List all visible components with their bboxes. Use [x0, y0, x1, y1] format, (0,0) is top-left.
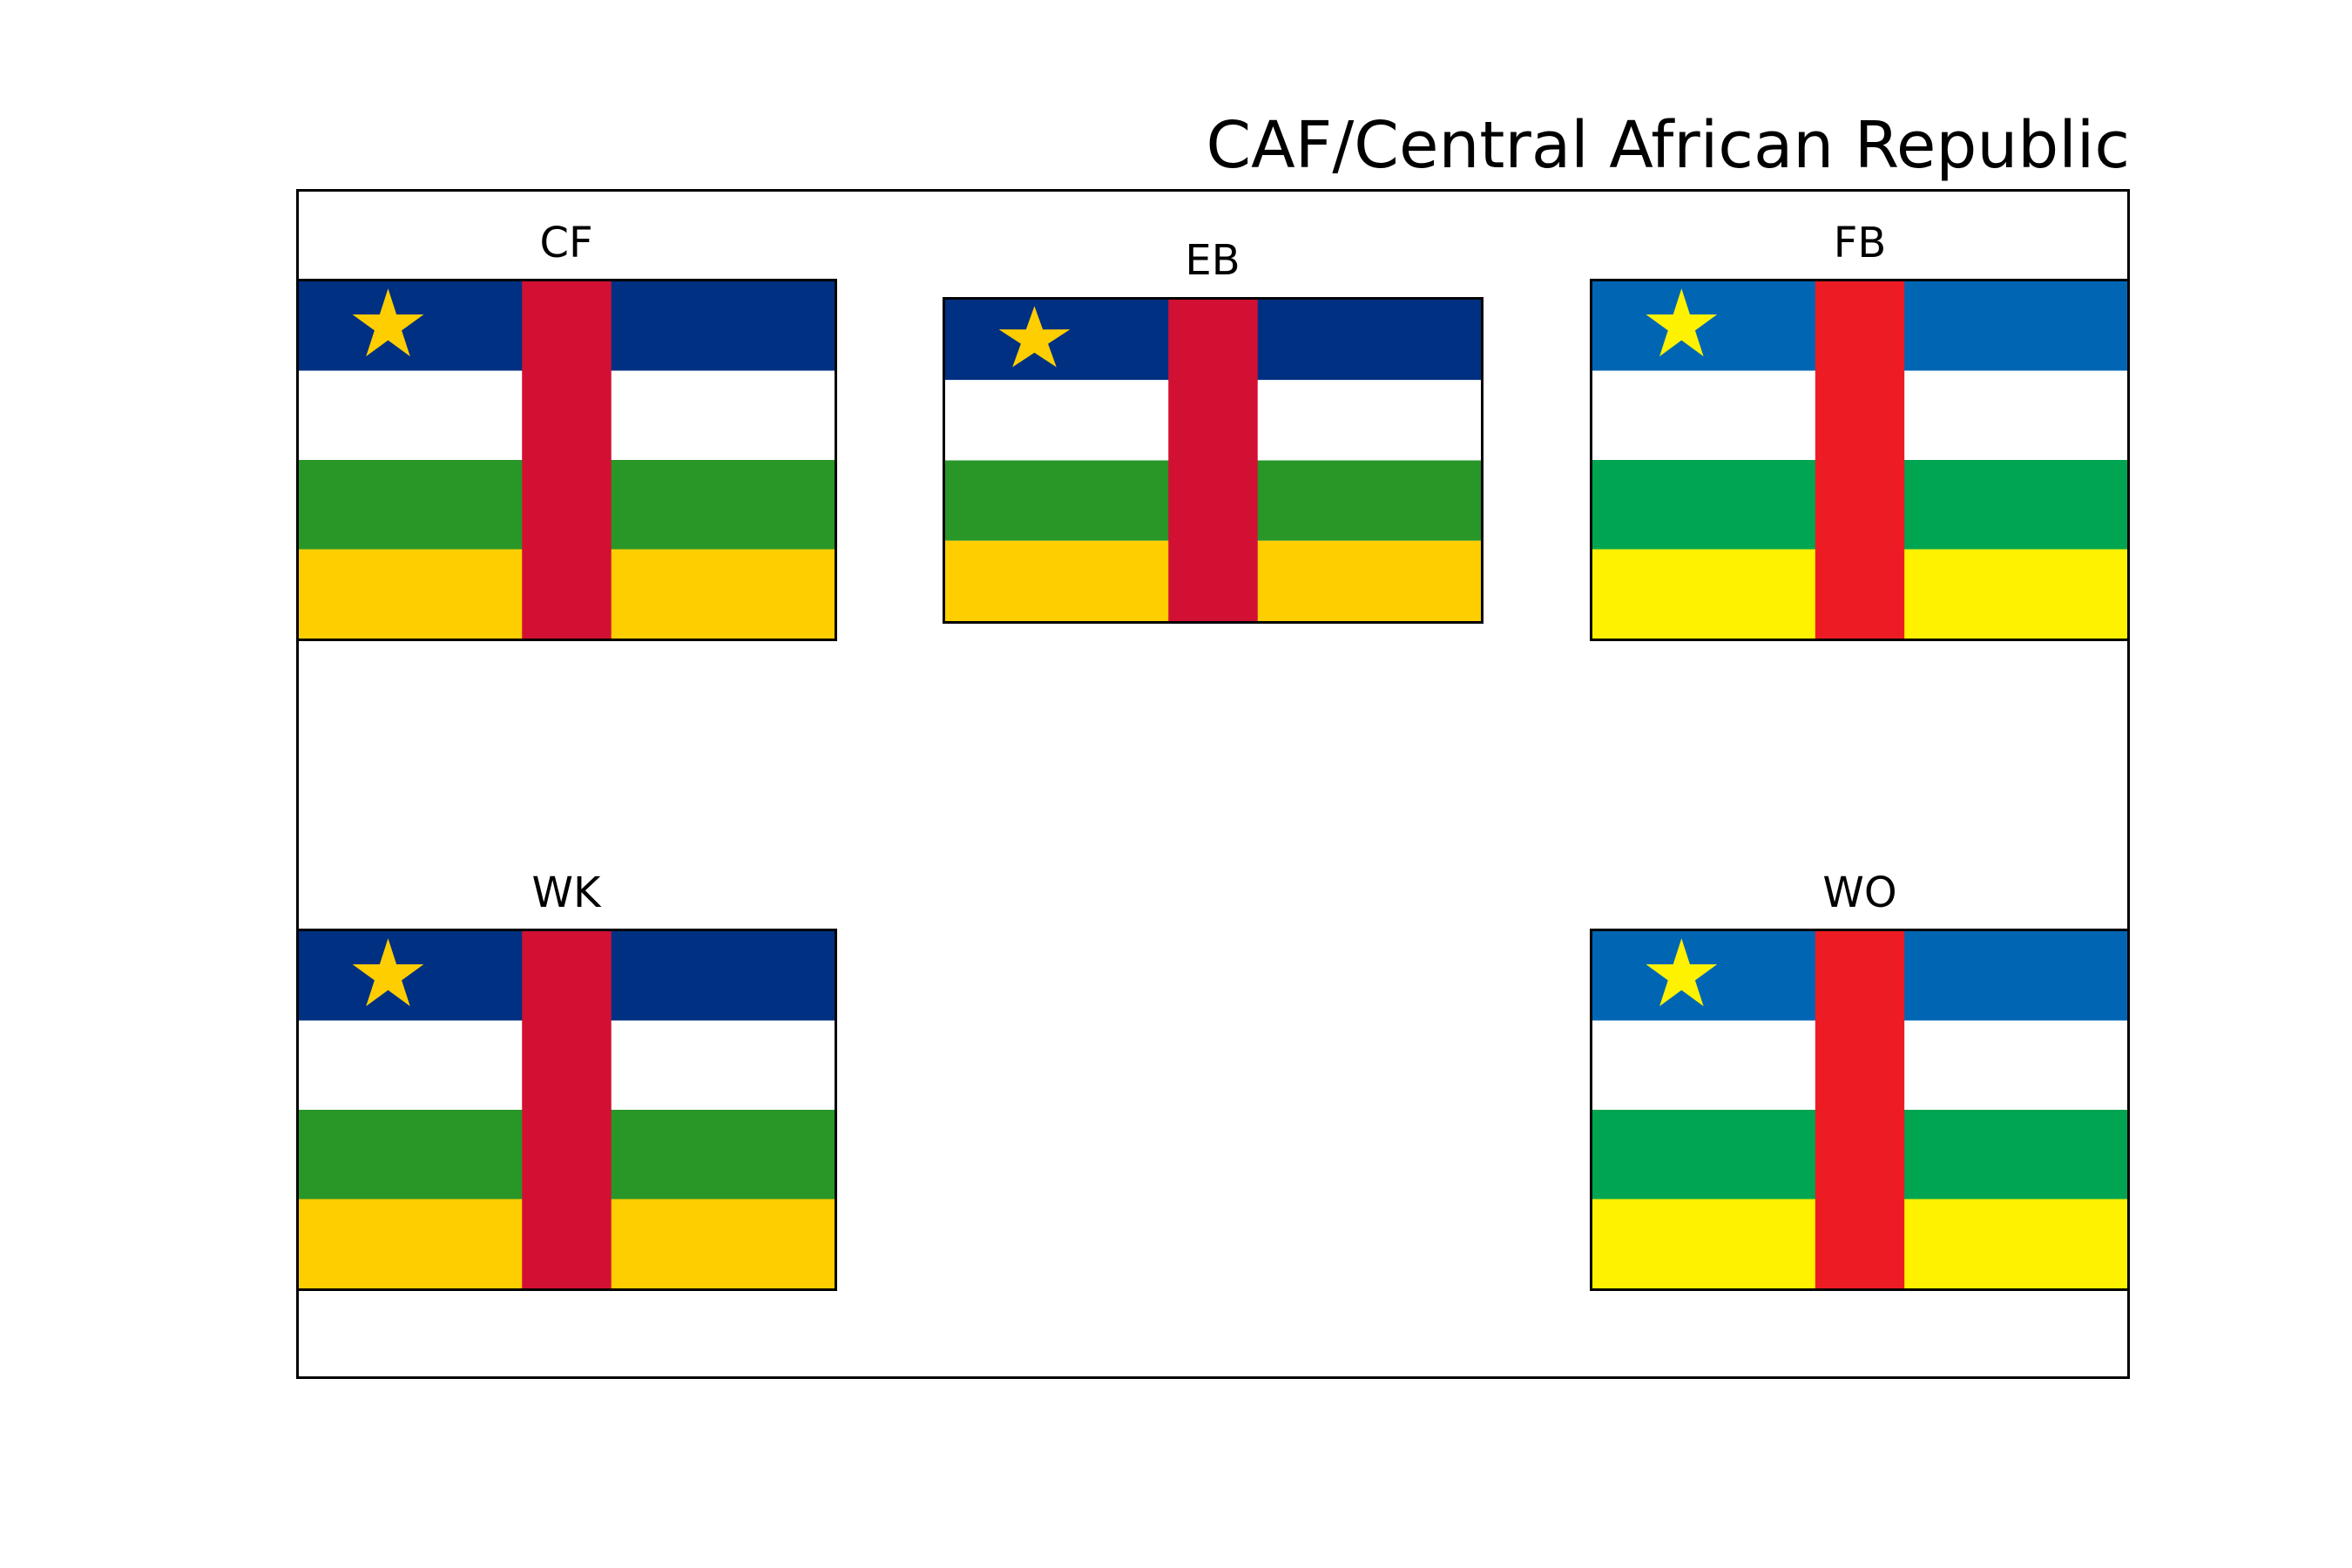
flag-graphic: [1592, 281, 2127, 639]
red-vertical-band: [1815, 281, 1905, 639]
red-vertical-band: [522, 281, 612, 639]
flag-graphic: [299, 931, 835, 1288]
flag-cf: [296, 279, 837, 641]
flag-label-cf: CF: [539, 219, 593, 267]
star-icon: [352, 938, 424, 1007]
star-icon: [1646, 938, 1718, 1007]
red-vertical-band: [522, 931, 612, 1288]
star-icon: [352, 288, 424, 357]
red-vertical-band: [1168, 300, 1258, 621]
flag-wo: [1590, 929, 2130, 1291]
flag-label-wo: WO: [1822, 868, 1897, 917]
flag-graphic: [299, 281, 835, 639]
page-title: CAF/Central African Republic: [1206, 108, 2131, 183]
star-icon: [1646, 288, 1718, 357]
flag-wk: [296, 929, 837, 1291]
flag-fb: [1590, 279, 2130, 641]
flag-eb: [943, 297, 1484, 624]
flags-panel: [296, 189, 2130, 1379]
flag-label-fb: FB: [1833, 219, 1887, 267]
flag-graphic: [1592, 931, 2127, 1288]
flag-graphic: [945, 300, 1481, 621]
red-vertical-band: [1815, 931, 1905, 1288]
flag-label-eb: EB: [1185, 236, 1240, 285]
flag-label-wk: WK: [531, 868, 601, 917]
star-icon: [998, 306, 1071, 368]
